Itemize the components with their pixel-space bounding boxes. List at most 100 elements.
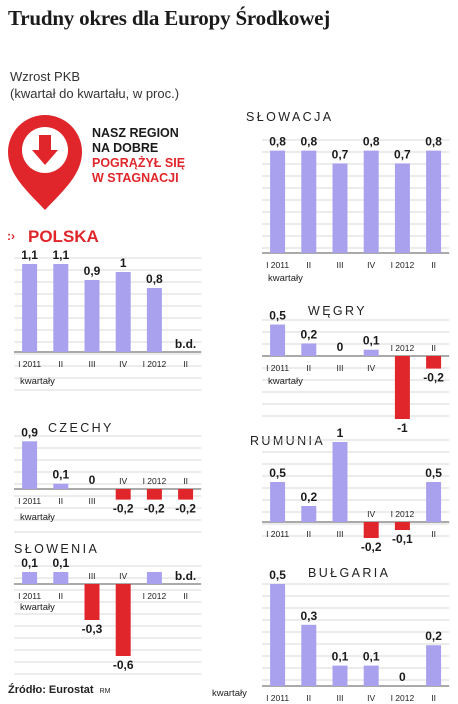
tick-label: IV	[119, 571, 127, 581]
bar	[332, 442, 348, 522]
data-label: -0,2	[361, 540, 382, 554]
tick-label: I 2012	[391, 343, 415, 353]
bar	[363, 665, 379, 686]
bar	[394, 356, 410, 419]
subtitle-line2: (kwartał do kwartału, w proc.)	[10, 86, 180, 101]
bar	[84, 280, 100, 352]
bar	[301, 343, 317, 356]
tick-label: I 2011	[266, 363, 289, 373]
tick-label: III	[88, 496, 95, 506]
bar	[363, 522, 379, 538]
chart-2: CZECHY I 2011 0,9 II 0,1 III 0 IV -0,2 I 2012 -0,2…	[14, 421, 202, 533]
chart-title: SŁOWENIA	[14, 542, 99, 556]
tick-label: IV	[367, 363, 375, 373]
chart-7: BUŁGARIA I 2011 0,5 II 0,3 III 0,1 IV 0,1 I 2012 0…	[212, 566, 450, 703]
bar	[22, 572, 38, 584]
tick-label: II	[306, 363, 311, 373]
data-label: -0,2	[113, 502, 134, 516]
data-label: 0,9	[21, 425, 38, 439]
callout-line1: NASZ REGION	[92, 126, 179, 140]
chart-6: RUMUNIA I 2011 0,5 II 0,2 III 1 IV -0,2 I 2012 -0,…	[250, 426, 450, 554]
data-label: 0,1	[332, 650, 349, 664]
bar	[178, 489, 194, 500]
tick-label: IV	[367, 693, 375, 703]
data-label: 0	[89, 473, 96, 487]
tick-label: IV	[367, 260, 375, 270]
chart-1: POLSKA I 2011 1,1 II 1,1 III 0,9 IV 1 I 2012 0,8 II…	[14, 227, 202, 391]
bar	[146, 288, 162, 352]
page-title: Trudny okres dla Europy Środkowej	[8, 6, 331, 30]
tick-label: I 2012	[391, 509, 415, 519]
x-axis-label: kwartały	[20, 512, 55, 523]
tick-label: I 2011	[266, 693, 289, 703]
data-label: 0,3	[300, 609, 317, 623]
pointer-icon: :›	[7, 229, 15, 243]
tick-label: I 2012	[391, 693, 415, 703]
bar	[22, 441, 38, 489]
subtitle-line1: Wzrost PKB	[10, 69, 81, 84]
tick-label: IV	[119, 359, 127, 369]
data-label: 0,2	[425, 629, 442, 643]
data-label: 0,1	[52, 468, 69, 482]
chart-title: SŁOWACJA	[246, 110, 334, 124]
data-label: 0,9	[84, 264, 101, 278]
bar	[22, 264, 38, 352]
tick-label: II	[306, 260, 311, 270]
tick-label: II	[183, 476, 188, 486]
bar	[301, 506, 317, 522]
bar	[146, 489, 162, 500]
data-label: 0,1	[52, 556, 69, 570]
tick-label: I 2011	[18, 359, 41, 369]
tick-label: I 2012	[143, 359, 167, 369]
data-label: 0,2	[300, 327, 317, 341]
chart-title: RUMUNIA	[250, 434, 325, 448]
tick-label: I 2011	[18, 591, 41, 601]
bar	[115, 272, 131, 352]
tick-label: II	[58, 359, 63, 369]
bar	[270, 150, 286, 253]
bar	[394, 163, 410, 253]
tick-label: I 2012	[143, 591, 167, 601]
bar	[270, 584, 286, 686]
bar	[53, 264, 69, 352]
down-arrow-pin-icon	[8, 115, 82, 210]
bar	[301, 624, 317, 686]
tick-label: IV	[119, 476, 127, 486]
data-label: -0,2	[423, 371, 444, 385]
callout-line3: POGRĄŻYŁ SIĘ	[92, 156, 186, 170]
data-label: -0,2	[175, 502, 196, 516]
data-label: 0,5	[269, 466, 286, 480]
bar	[426, 482, 442, 522]
bar	[146, 572, 162, 584]
chart-title: POLSKA	[28, 227, 99, 246]
data-label: 0,7	[332, 147, 349, 161]
chart-title: WĘGRY	[308, 304, 367, 318]
data-label: 0,8	[363, 135, 380, 149]
bar	[115, 584, 131, 656]
tick-label: III	[336, 260, 343, 270]
data-label: -0,2	[144, 502, 165, 516]
x-axis-label: kwartały	[20, 376, 55, 387]
data-label: 0,1	[363, 334, 380, 348]
data-label: 0,8	[146, 272, 163, 286]
bar	[301, 150, 317, 253]
x-axis-label: kwartały	[268, 376, 303, 387]
tick-label: III	[336, 363, 343, 373]
chart-4: SŁOWACJA I 2011 0,8 II 0,8 III 0,7 IV 0,8 I 2012 0…	[246, 110, 450, 284]
bar	[53, 483, 69, 489]
data-label: b.d.	[175, 337, 196, 351]
data-label: b.d.	[175, 569, 196, 583]
data-label: 0,8	[269, 135, 286, 149]
data-label: 0,5	[269, 568, 286, 582]
tick-label: II	[306, 693, 311, 703]
tick-label: II	[306, 529, 311, 539]
data-label: -0,3	[82, 622, 103, 636]
tick-label: I 2011	[266, 260, 289, 270]
chart-3: SŁOWENIA I 2011 0,1 II 0,1 III -0,3 IV -0,6 I 201…	[14, 542, 202, 675]
bar	[332, 665, 348, 686]
bar	[426, 150, 442, 253]
tick-label: II	[431, 260, 436, 270]
source-text: Źródło: Eurostat	[8, 684, 94, 696]
tick-label: II	[431, 343, 436, 353]
chart-title: BUŁGARIA	[308, 566, 390, 580]
